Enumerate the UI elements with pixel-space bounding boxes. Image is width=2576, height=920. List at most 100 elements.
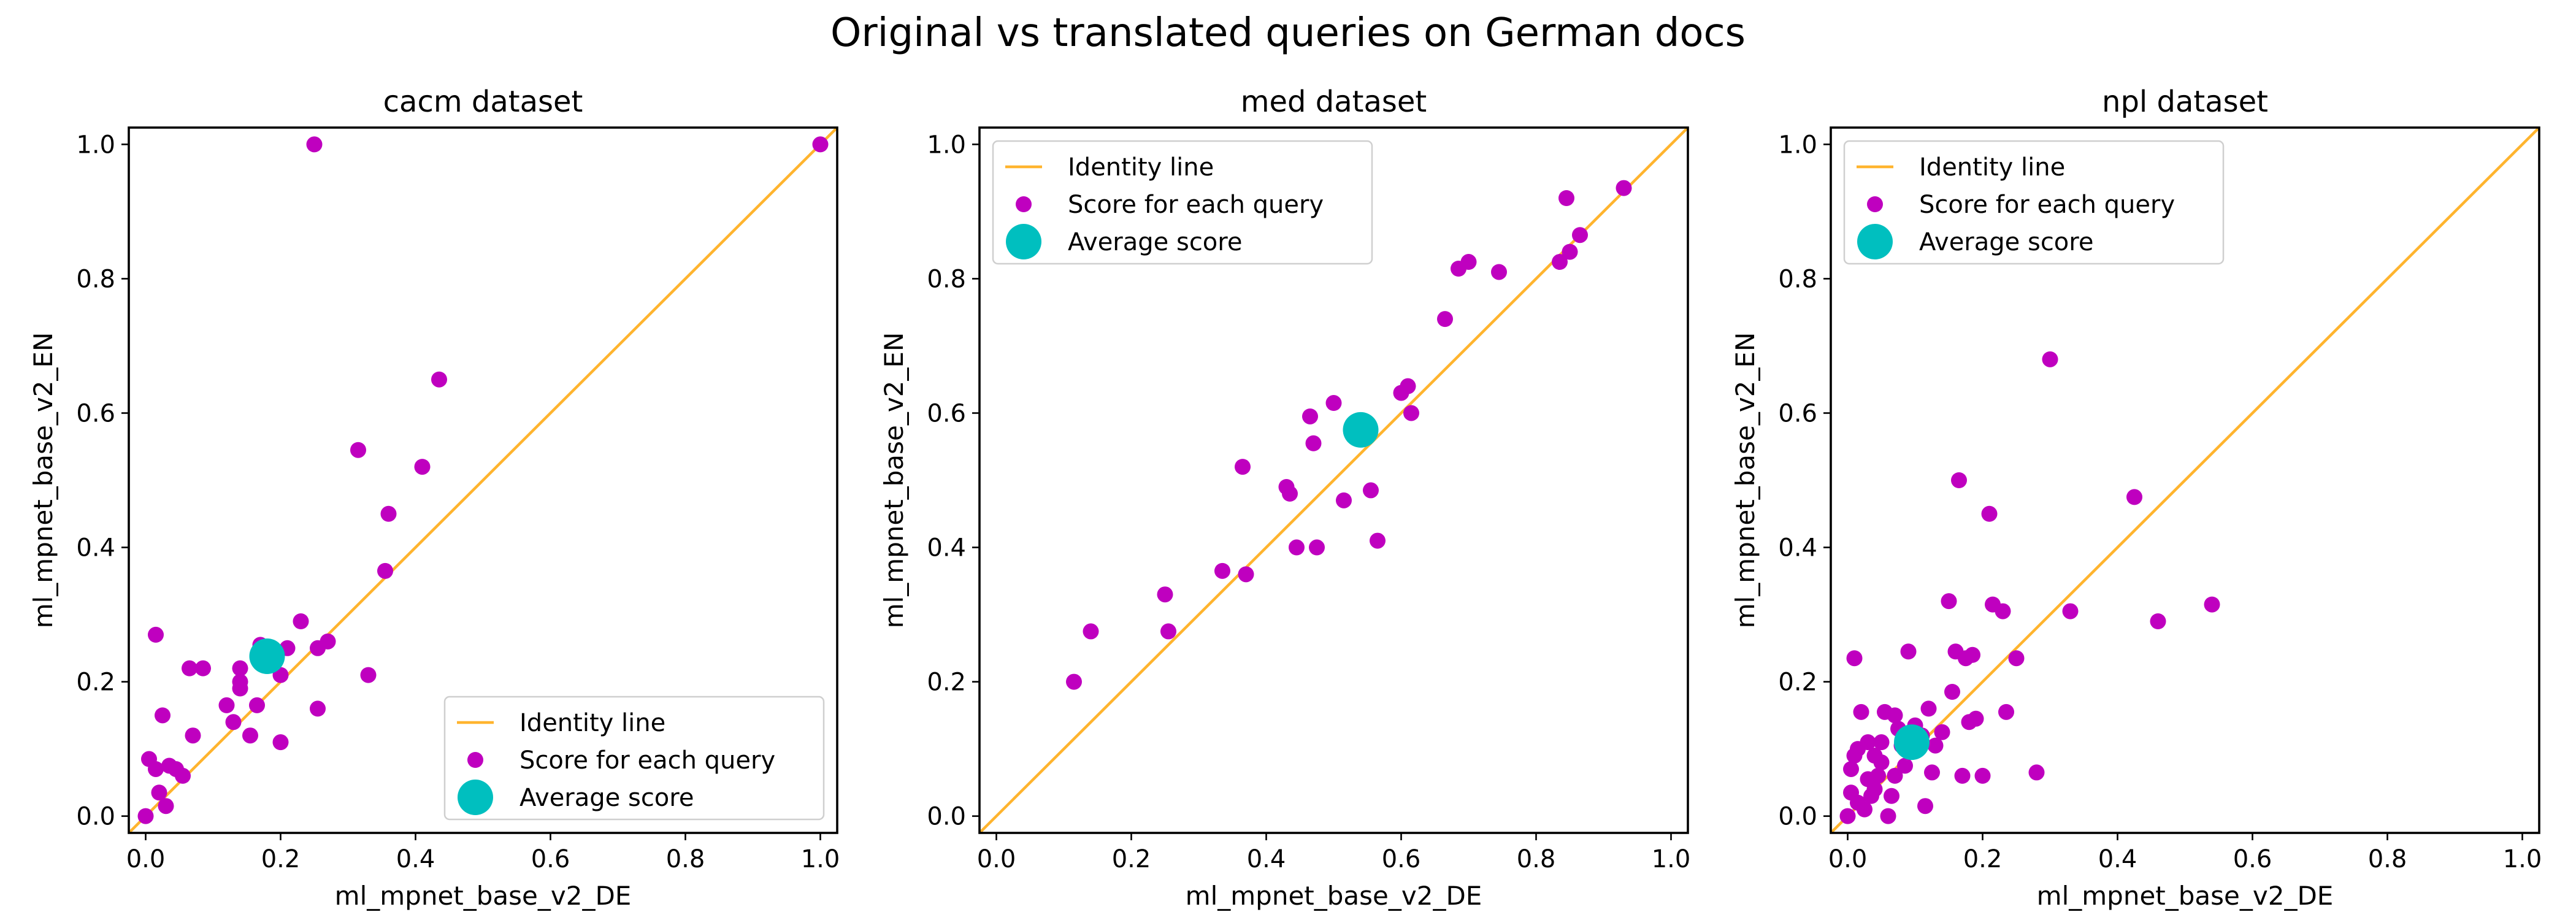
- query-score-point: [1846, 650, 1863, 667]
- identity-line: [129, 128, 837, 833]
- query-score-point: [1370, 532, 1386, 549]
- axes-frame: [128, 126, 838, 834]
- y-tick-label: 0.0: [76, 803, 115, 831]
- x-axis-label: ml_mpnet_base_v2_DE: [1186, 881, 1482, 911]
- y-tick-label: 0.4: [1778, 534, 1817, 562]
- x-tick-label: 1.0: [801, 845, 840, 873]
- query-score-point: [1160, 623, 1176, 640]
- query-score-point: [1302, 408, 1318, 424]
- y-axis-label: ml_mpnet_base_v2_EN: [879, 332, 909, 629]
- query-score-point: [1853, 703, 1869, 720]
- query-score-point: [158, 798, 174, 815]
- query-score-point: [232, 660, 248, 677]
- query-score-point: [1998, 703, 2014, 720]
- legend-average-score-label: Average score: [519, 784, 694, 812]
- y-tick-label: 0.2: [1778, 669, 1817, 697]
- query-score-point: [1934, 724, 1950, 740]
- legend-query-point-label: Score for each query: [1919, 191, 2175, 219]
- subplot-title: cacm dataset: [383, 85, 583, 119]
- query-score-point: [1403, 405, 1419, 421]
- query-score-point: [151, 784, 167, 801]
- query-score-point: [175, 767, 191, 784]
- query-score-point: [1309, 539, 1325, 556]
- query-score-point: [2008, 650, 2025, 667]
- query-score-point: [1944, 684, 1960, 700]
- y-tick-label: 0.4: [927, 534, 966, 562]
- query-score-point: [155, 707, 171, 724]
- query-score-point: [1325, 395, 1342, 412]
- legend-average-score-label: Average score: [1919, 228, 2093, 256]
- y-tick-label: 0.6: [927, 399, 966, 427]
- query-score-point: [1572, 227, 1588, 243]
- figure-title: Original vs translated queries on German…: [830, 10, 1746, 56]
- plot-area: [1831, 128, 2539, 833]
- average-score-point: [1894, 724, 1930, 761]
- legend-frame: [443, 696, 825, 821]
- y-tick-label: 0.6: [76, 399, 115, 427]
- subplot-1: med dataset 0.0 0.2 0.4 0.6 0.8 1.0 0.0 0.2 0.4 0.…: [879, 85, 1690, 911]
- y-tick-label: 0.2: [927, 669, 966, 697]
- query-score-point: [1336, 492, 1352, 508]
- subplot-title: med dataset: [1241, 85, 1427, 119]
- query-score-point: [1951, 472, 1967, 488]
- legend-query-point-swatch: [467, 752, 483, 768]
- query-score-point: [431, 371, 447, 388]
- average-score-point: [1343, 412, 1379, 448]
- query-score-point: [1887, 767, 1903, 784]
- query-score-point: [2028, 764, 2045, 781]
- query-score-point: [320, 633, 336, 650]
- query-score-point: [414, 459, 431, 475]
- x-tick-label: 0.0: [1828, 845, 1868, 873]
- axes-frame: [1830, 126, 2540, 834]
- query-score-point: [232, 673, 248, 690]
- query-score-point: [812, 136, 829, 153]
- x-tick-label: 0.2: [1963, 845, 2003, 873]
- query-score-point: [1884, 788, 1899, 804]
- query-score-point: [1289, 539, 1305, 556]
- query-score-point: [1917, 798, 1933, 815]
- query-score-point: [1238, 566, 1254, 583]
- legend-average-point-swatch: [1857, 224, 1893, 259]
- query-score-point: [225, 714, 242, 730]
- query-score-point: [377, 562, 393, 579]
- query-score-point: [1941, 593, 1957, 610]
- subplot-0: cacm dataset 0.0 0.2 0.4 0.6 0.8 1.0 0.0 0.2 0.4 0…: [28, 85, 840, 911]
- query-score-point: [1214, 562, 1230, 579]
- query-score-point: [1880, 808, 1896, 824]
- legend-identity-line-label: Identity line: [519, 709, 665, 737]
- query-score-point: [1968, 710, 1984, 727]
- query-score-point: [272, 734, 289, 751]
- y-tick-label: 0.6: [1778, 399, 1817, 427]
- x-tick-label: 1.0: [1652, 845, 1691, 873]
- query-score-point: [2062, 603, 2079, 619]
- y-axis-label: ml_mpnet_base_v2_EN: [28, 332, 58, 629]
- legend-frame: [992, 140, 1373, 265]
- query-score-point: [1083, 623, 1099, 640]
- legend: Identity line Score for each query Average…: [443, 696, 825, 821]
- query-score-point: [2126, 489, 2142, 505]
- query-score-point: [310, 700, 326, 717]
- query-score-point: [1866, 781, 1883, 797]
- y-tick-label: 0.8: [927, 265, 966, 293]
- query-score-point: [218, 697, 235, 713]
- y-tick-label: 0.4: [76, 534, 115, 562]
- legend-identity-line-label: Identity line: [1068, 153, 1214, 182]
- query-score-point: [293, 613, 309, 629]
- query-score-point: [1437, 311, 1453, 328]
- query-score-point: [380, 505, 397, 522]
- y-tick-label: 0.8: [1778, 265, 1817, 293]
- x-tick-label: 0.0: [126, 845, 166, 873]
- query-score-point: [1839, 808, 1856, 824]
- query-score-point: [1927, 737, 1944, 754]
- y-tick-label: 1.0: [1778, 131, 1817, 159]
- query-score-point: [1305, 435, 1322, 451]
- query-score-point: [195, 660, 211, 677]
- y-tick-label: 0.2: [76, 669, 115, 697]
- subplots: cacm dataset 0.0 0.2 0.4 0.6 0.8 1.0 0.0 0.2 0.4 0…: [28, 85, 2542, 911]
- x-tick-label: 0.2: [261, 845, 301, 873]
- query-score-point: [306, 136, 323, 153]
- x-axis-label: ml_mpnet_base_v2_DE: [335, 881, 632, 911]
- query-score-point: [2204, 596, 2220, 613]
